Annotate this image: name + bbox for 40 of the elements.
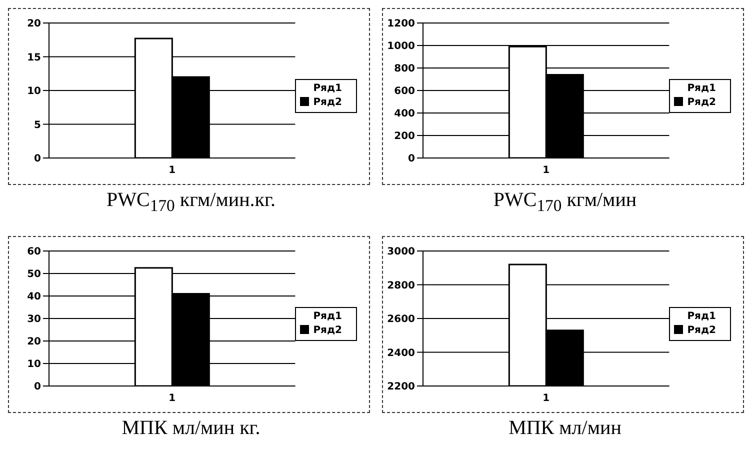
legend-label: Ряд2 xyxy=(313,324,342,336)
x-axis-title: PWC$_{170}$ кгм/мин.кг. xyxy=(106,189,276,216)
y-tick-label: 0 xyxy=(34,382,42,393)
y-tick-label: 10 xyxy=(27,86,42,98)
text: Ряд1 xyxy=(313,310,342,322)
text: Ряд1 xyxy=(687,310,716,322)
x-axis-title: МПК мл/мин кг. xyxy=(120,417,262,440)
x-tick-label: 1 xyxy=(168,393,176,404)
y-tick-label: 2200 xyxy=(387,382,416,393)
x-axis-title: PWC$_{170}$ кгм/мин xyxy=(492,189,638,216)
y-tick-label: 0 xyxy=(34,154,42,165)
x-axis-title: МПК мл/мин xyxy=(508,417,622,440)
y-tick-label: 2400 xyxy=(387,348,416,359)
y-tick-label: 800 xyxy=(394,64,416,75)
legend-label: Ряд2 xyxy=(687,324,716,336)
x-tick-label: 1 xyxy=(542,165,550,176)
x-tick-label: 1 xyxy=(168,165,176,176)
y-tick-label: 1200 xyxy=(387,18,416,30)
y-tick-label: 15 xyxy=(27,52,42,64)
y-tick-label: 3000 xyxy=(387,246,416,258)
y-tick-label: 200 xyxy=(394,131,416,142)
y-tick-label: 60 xyxy=(27,246,42,258)
y-tick-label: 2600 xyxy=(387,314,416,326)
legend-label: Ряд2 xyxy=(313,96,342,108)
y-tick-label: 10 xyxy=(27,359,42,370)
y-tick-label: 400 xyxy=(394,108,416,120)
x-tick-label: 1 xyxy=(542,393,550,404)
y-tick-label: 600 xyxy=(394,86,416,98)
y-tick-label: 20 xyxy=(27,18,42,30)
y-tick-label: 50 xyxy=(27,269,42,280)
y-tick-label: 0 xyxy=(408,154,416,165)
y-tick-label: 20 xyxy=(27,336,42,348)
legend-label: Ряд2 xyxy=(687,96,716,108)
y-tick-label: 40 xyxy=(27,292,42,303)
y-tick-label: 1000 xyxy=(387,41,416,52)
text: Ряд1 xyxy=(313,82,342,94)
y-tick-label: 5 xyxy=(34,120,42,131)
y-tick-label: 2800 xyxy=(387,280,416,292)
y-tick-label: 30 xyxy=(27,314,42,326)
text: Ряд1 xyxy=(687,82,716,94)
